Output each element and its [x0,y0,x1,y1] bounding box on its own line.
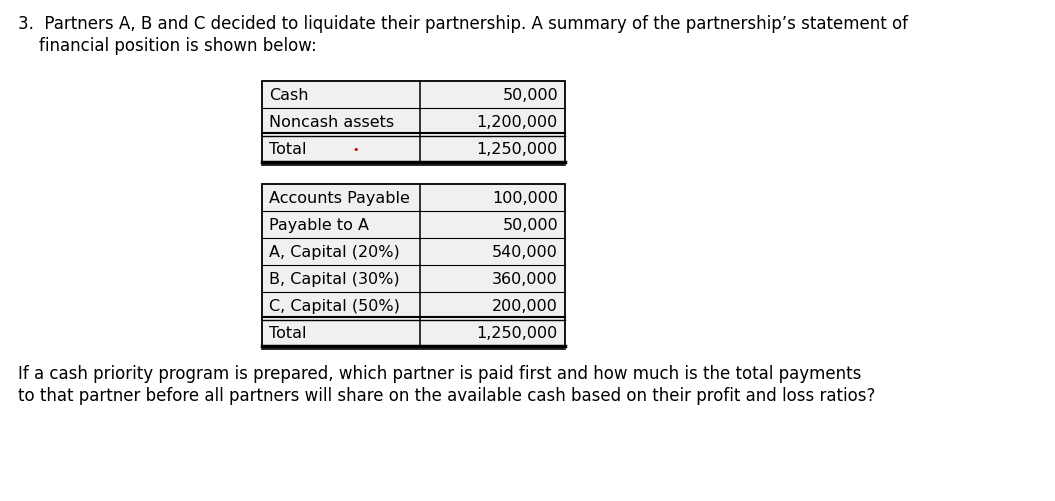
Text: financial position is shown below:: financial position is shown below: [18,37,316,55]
Bar [262,211,420,238]
Text: 1,250,000: 1,250,000 [477,142,558,157]
Text: B, Capital (30%): B, Capital (30%) [269,272,400,287]
Text: If a cash priority program is prepared, which partner is paid first and how much: If a cash priority program is prepared, … [18,364,861,382]
Text: to that partner before all partners will share on the available cash based on th: to that partner before all partners will… [18,386,876,404]
Text: Payable to A: Payable to A [269,217,369,232]
Bar [420,82,565,109]
Bar [262,293,420,319]
Bar [262,82,565,163]
Bar [420,238,565,266]
Text: Cash: Cash [269,88,308,103]
Bar [420,136,565,163]
Text: Accounts Payable: Accounts Payable [269,190,410,205]
Text: 540,000: 540,000 [492,244,558,260]
Text: •: • [352,145,359,155]
Bar [262,136,420,163]
Bar [262,109,420,136]
Text: Noncash assets: Noncash assets [269,115,395,130]
Bar [262,238,420,266]
Bar [420,293,565,319]
Text: 100,000: 100,000 [492,190,558,205]
Bar [420,266,565,293]
Bar [262,319,420,346]
Bar [420,109,565,136]
Text: Total: Total [269,325,307,340]
Text: 360,000: 360,000 [493,272,558,287]
Bar [420,211,565,238]
Bar [262,185,565,346]
Bar [262,266,420,293]
Text: 1,250,000: 1,250,000 [477,325,558,340]
Text: 50,000: 50,000 [502,217,558,232]
Text: 1,200,000: 1,200,000 [477,115,558,130]
Bar [262,185,420,211]
Text: 3.  Partners A, B and C decided to liquidate their partnership. A summary of the: 3. Partners A, B and C decided to liquid… [18,15,908,33]
Bar [420,319,565,346]
Text: 50,000: 50,000 [502,88,558,103]
Text: Total: Total [269,142,307,157]
Text: A, Capital (20%): A, Capital (20%) [269,244,400,260]
Text: 200,000: 200,000 [492,299,558,313]
Bar [420,185,565,211]
Bar [262,82,420,109]
Text: C, Capital (50%): C, Capital (50%) [269,299,400,313]
